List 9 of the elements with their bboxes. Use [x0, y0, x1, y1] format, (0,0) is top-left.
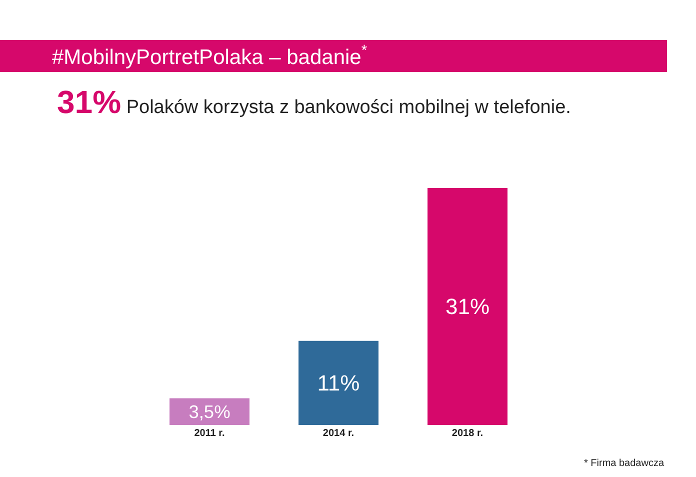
data-label: 3,5%: [188, 400, 230, 422]
x-tick-label: 2018 r.: [452, 428, 484, 439]
data-label: 11%: [317, 370, 360, 396]
text: * Firma badawcza: [584, 458, 664, 469]
chart-subtitle: 31% Polaków korzysta z bankowości mobilnej w telefonie.: [57, 84, 571, 120]
x-tick-label: 2014 r.: [322, 428, 354, 439]
data-label: 31%: [445, 294, 490, 319]
x-tick-label: 2011 r.: [194, 428, 226, 439]
chart-title: #MobilnyPortretPolaka – badanie$^{*}$: [52, 43, 368, 69]
